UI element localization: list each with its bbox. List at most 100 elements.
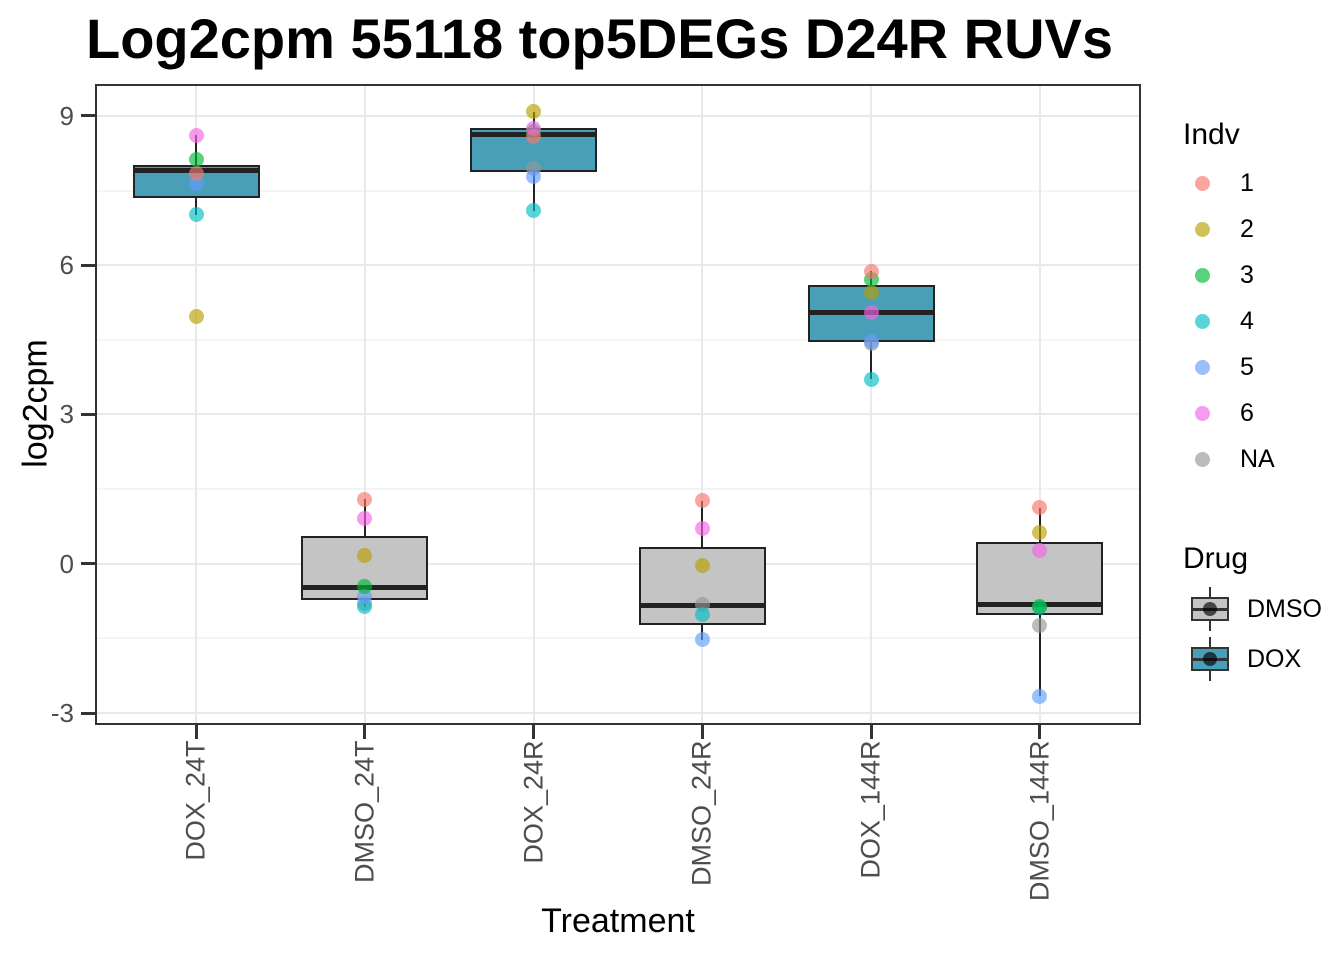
gridline-minor bbox=[95, 637, 1141, 640]
legend-indv-label: 6 bbox=[1240, 398, 1254, 427]
point-DMSO_24R-indv-5 bbox=[694, 632, 710, 648]
gridline-vertical bbox=[701, 84, 704, 725]
point-DOX_24R-indv-4 bbox=[526, 203, 542, 219]
gridline-vertical bbox=[363, 84, 366, 725]
point-DOX_24T-indv-1 bbox=[188, 165, 204, 181]
point-DMSO_144R-indv-3 bbox=[1032, 599, 1048, 615]
legend-dot-icon bbox=[1195, 451, 1210, 467]
point-DOX_24T-indv-3 bbox=[188, 151, 204, 167]
legend-dot-icon bbox=[1195, 267, 1210, 283]
x-tick-label: DOX_24R bbox=[518, 740, 549, 864]
y-tick-label: 3 bbox=[59, 399, 74, 430]
x-tick-label: DOX_144R bbox=[855, 740, 886, 879]
legend-indv-item-5: 5 bbox=[1183, 344, 1275, 390]
gridline-minor bbox=[95, 189, 1141, 192]
y-tick-label: 0 bbox=[59, 548, 74, 579]
legend-indv-label: 5 bbox=[1240, 352, 1254, 381]
gridline-major bbox=[95, 562, 1141, 565]
x-tick-mark bbox=[194, 725, 198, 739]
gridline-major bbox=[95, 712, 1141, 715]
point-DOX_24T-indv-2 bbox=[188, 309, 204, 325]
point-DMSO_24R-indv-2 bbox=[694, 558, 710, 574]
y-tick-mark bbox=[81, 114, 95, 118]
boxplot-key-icon bbox=[1189, 587, 1233, 631]
gridline-major bbox=[95, 114, 1141, 117]
x-axis-title: Treatment bbox=[541, 902, 695, 940]
x-tick-label: DMSO_24R bbox=[686, 740, 717, 887]
point-DMSO_24R-indv-4 bbox=[694, 606, 710, 622]
gridline-major bbox=[95, 413, 1141, 416]
legend-indv-item-2: 2 bbox=[1183, 206, 1275, 252]
legend-indv-item-NA: NA bbox=[1183, 436, 1275, 482]
legend-drug-item-DOX: DOX bbox=[1183, 634, 1322, 684]
legend-indv-item-1: 1 bbox=[1183, 160, 1275, 206]
legend-indv-item-6: 6 bbox=[1183, 390, 1275, 436]
legend-dot-icon bbox=[1195, 175, 1210, 191]
point-DMSO_24T-indv-1 bbox=[357, 491, 373, 507]
point-DMSO_144R-indv-NA bbox=[1032, 617, 1048, 633]
y-tick-mark bbox=[81, 263, 95, 267]
x-tick-mark bbox=[869, 725, 873, 739]
gridline-major bbox=[95, 264, 1141, 267]
legend-indv-title: Indv bbox=[1183, 118, 1240, 151]
y-tick-mark bbox=[81, 562, 95, 566]
legend-indv-label: NA bbox=[1240, 444, 1275, 473]
x-tick-label: DMSO_144R bbox=[1024, 740, 1055, 902]
gridline-vertical bbox=[1038, 84, 1041, 725]
legend-indv: Indv 1 2 3 4 5 6 NA bbox=[1183, 118, 1275, 482]
point-DOX_24T-indv-4 bbox=[188, 207, 204, 223]
point-DOX_144R-indv-1 bbox=[863, 263, 879, 279]
point-DMSO_24T-indv-2 bbox=[357, 548, 373, 564]
legend-indv-label: 1 bbox=[1240, 168, 1254, 197]
x-tick-mark bbox=[1038, 725, 1042, 739]
legend-indv-label: 3 bbox=[1240, 260, 1254, 289]
point-DMSO_24R-indv-6 bbox=[694, 521, 710, 537]
y-tick-label: 9 bbox=[59, 100, 74, 131]
point-DOX_144R-indv-4 bbox=[863, 371, 879, 387]
point-DMSO_24T-indv-6 bbox=[357, 511, 373, 527]
gridline-vertical bbox=[532, 84, 535, 725]
point-DOX_24R-indv-6 bbox=[526, 120, 542, 136]
boxplot-key-icon bbox=[1189, 637, 1233, 681]
legend-dot-icon bbox=[1195, 221, 1210, 237]
point-DMSO_144R-indv-5 bbox=[1032, 688, 1048, 704]
y-tick-mark bbox=[81, 711, 95, 715]
point-DOX_144R-indv-6 bbox=[863, 304, 879, 320]
legend-indv-label: 2 bbox=[1240, 214, 1254, 243]
point-DMSO_144R-indv-6 bbox=[1032, 543, 1048, 559]
legend-drug-label: DMSO bbox=[1247, 594, 1322, 623]
legend-drug-title: Drug bbox=[1183, 542, 1249, 575]
gridline-minor bbox=[95, 488, 1141, 491]
x-tick-mark bbox=[363, 725, 367, 739]
plot-title: Log2cpm 55118 top5DEGs D24R RUVs bbox=[86, 7, 1114, 70]
point-DOX_24R-indv-5 bbox=[526, 169, 542, 185]
boxplot-key-part bbox=[1203, 602, 1217, 616]
y-tick-label: -3 bbox=[50, 698, 74, 729]
y-tick-label: 6 bbox=[59, 250, 74, 281]
x-tick-mark bbox=[532, 725, 536, 739]
boxplot-key-part bbox=[1203, 652, 1217, 666]
point-DOX_24R-indv-2 bbox=[526, 104, 542, 120]
point-DMSO_24R-indv-1 bbox=[694, 493, 710, 509]
point-DOX_24T-indv-6 bbox=[188, 127, 204, 143]
legend-indv-label: 4 bbox=[1240, 306, 1254, 335]
x-tick-label: DMSO_24T bbox=[349, 740, 380, 884]
y-tick-mark bbox=[81, 412, 95, 416]
legend-dot-icon bbox=[1195, 405, 1210, 421]
point-DMSO_144R-indv-1 bbox=[1032, 500, 1048, 516]
gridline-vertical bbox=[195, 84, 198, 725]
legend-drug: Drug DMSO DOX bbox=[1183, 542, 1322, 684]
legend-drug-item-DMSO: DMSO bbox=[1183, 584, 1322, 634]
point-DOX_144R-indv-2 bbox=[863, 285, 879, 301]
point-DOX_144R-indv-5 bbox=[863, 333, 879, 349]
gridline-vertical bbox=[870, 84, 873, 725]
panel-border bbox=[95, 84, 1141, 725]
legend-indv-item-3: 3 bbox=[1183, 252, 1275, 298]
x-tick-mark bbox=[700, 725, 704, 739]
legend-dot-icon bbox=[1195, 313, 1210, 329]
gridline-minor bbox=[95, 338, 1141, 341]
point-DMSO_144R-indv-2 bbox=[1032, 524, 1048, 540]
point-DMSO_24T-indv-3 bbox=[357, 579, 373, 595]
